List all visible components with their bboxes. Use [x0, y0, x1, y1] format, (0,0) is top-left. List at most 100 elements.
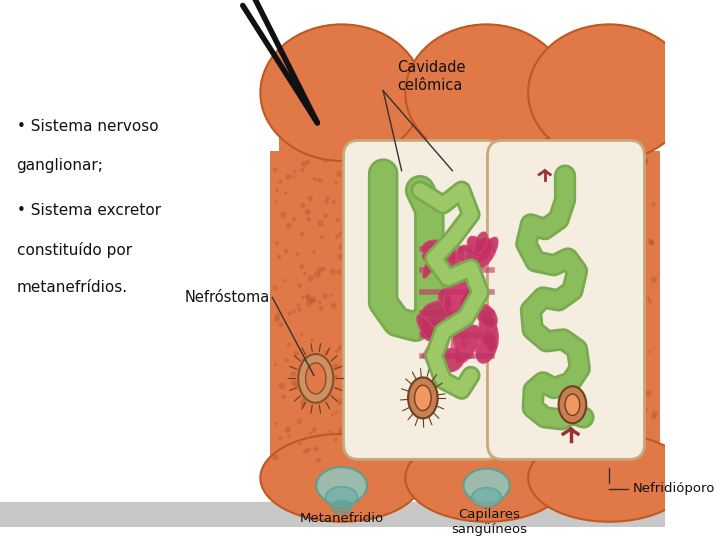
Circle shape	[382, 402, 387, 407]
Circle shape	[621, 399, 627, 404]
Circle shape	[274, 422, 278, 426]
Circle shape	[577, 262, 580, 267]
Circle shape	[636, 158, 643, 165]
Circle shape	[285, 358, 289, 362]
Circle shape	[353, 271, 357, 275]
Circle shape	[575, 325, 580, 331]
Circle shape	[611, 175, 618, 181]
Text: Capilares
sangüíneos: Capilares sangüíneos	[451, 508, 527, 536]
Circle shape	[551, 282, 556, 287]
Circle shape	[562, 289, 567, 295]
Circle shape	[294, 351, 299, 356]
Circle shape	[336, 171, 343, 177]
Circle shape	[323, 293, 328, 299]
Ellipse shape	[445, 295, 472, 322]
Circle shape	[338, 345, 343, 350]
Circle shape	[282, 394, 286, 399]
Circle shape	[580, 176, 585, 182]
Circle shape	[629, 237, 633, 240]
Circle shape	[379, 198, 385, 204]
Circle shape	[630, 226, 635, 231]
Ellipse shape	[528, 24, 690, 161]
Ellipse shape	[421, 320, 444, 341]
Ellipse shape	[472, 488, 501, 507]
Circle shape	[284, 279, 287, 282]
Circle shape	[292, 170, 297, 174]
Ellipse shape	[316, 467, 367, 504]
Circle shape	[390, 366, 393, 369]
Circle shape	[584, 187, 588, 191]
Circle shape	[334, 437, 338, 442]
Circle shape	[579, 325, 583, 330]
Circle shape	[571, 159, 576, 165]
Circle shape	[651, 415, 656, 420]
Circle shape	[279, 383, 285, 389]
Ellipse shape	[422, 301, 462, 328]
Circle shape	[330, 302, 337, 309]
Circle shape	[572, 358, 577, 364]
Circle shape	[634, 400, 637, 404]
Ellipse shape	[325, 487, 358, 508]
Circle shape	[603, 224, 607, 227]
Circle shape	[366, 253, 371, 259]
Circle shape	[557, 255, 563, 261]
Bar	[500, 154, 503, 447]
Circle shape	[323, 370, 327, 375]
Circle shape	[341, 226, 346, 231]
Circle shape	[554, 394, 559, 399]
Circle shape	[544, 184, 549, 189]
Circle shape	[374, 188, 379, 194]
Circle shape	[305, 294, 311, 300]
Circle shape	[279, 322, 284, 327]
Circle shape	[651, 276, 657, 283]
Circle shape	[588, 291, 591, 295]
Circle shape	[346, 265, 351, 270]
Circle shape	[329, 430, 332, 433]
Circle shape	[341, 358, 344, 361]
Circle shape	[341, 259, 344, 261]
Ellipse shape	[261, 24, 423, 161]
Circle shape	[557, 392, 563, 398]
Circle shape	[559, 354, 564, 359]
Ellipse shape	[331, 500, 352, 514]
Circle shape	[344, 259, 351, 266]
Ellipse shape	[477, 305, 497, 328]
Circle shape	[605, 213, 611, 219]
Circle shape	[384, 218, 388, 223]
Ellipse shape	[480, 314, 498, 353]
Circle shape	[395, 173, 399, 178]
Circle shape	[382, 318, 385, 321]
Circle shape	[634, 316, 638, 320]
Circle shape	[598, 389, 601, 393]
Circle shape	[384, 223, 388, 228]
Circle shape	[640, 339, 645, 344]
Circle shape	[317, 267, 323, 273]
Circle shape	[652, 202, 655, 207]
Circle shape	[634, 325, 638, 328]
Circle shape	[326, 197, 330, 200]
Circle shape	[392, 448, 396, 452]
Text: • Sistema excretor: • Sistema excretor	[17, 203, 161, 218]
Circle shape	[334, 181, 338, 185]
Circle shape	[306, 160, 310, 165]
Circle shape	[600, 413, 603, 416]
Circle shape	[387, 436, 393, 443]
Circle shape	[612, 417, 616, 422]
Circle shape	[559, 238, 562, 242]
Ellipse shape	[423, 253, 436, 278]
Text: Nefridióporo: Nefridióporo	[632, 482, 715, 495]
Circle shape	[291, 380, 297, 386]
Circle shape	[275, 241, 279, 245]
Circle shape	[313, 373, 319, 380]
Circle shape	[600, 359, 603, 362]
Circle shape	[343, 377, 348, 383]
Circle shape	[361, 406, 366, 412]
Text: Nefróstoma: Nefróstoma	[184, 290, 270, 305]
Circle shape	[305, 209, 311, 215]
Circle shape	[558, 312, 562, 316]
Circle shape	[369, 445, 376, 451]
Circle shape	[348, 260, 355, 266]
Circle shape	[274, 363, 277, 367]
Circle shape	[336, 399, 343, 405]
Circle shape	[301, 161, 307, 167]
